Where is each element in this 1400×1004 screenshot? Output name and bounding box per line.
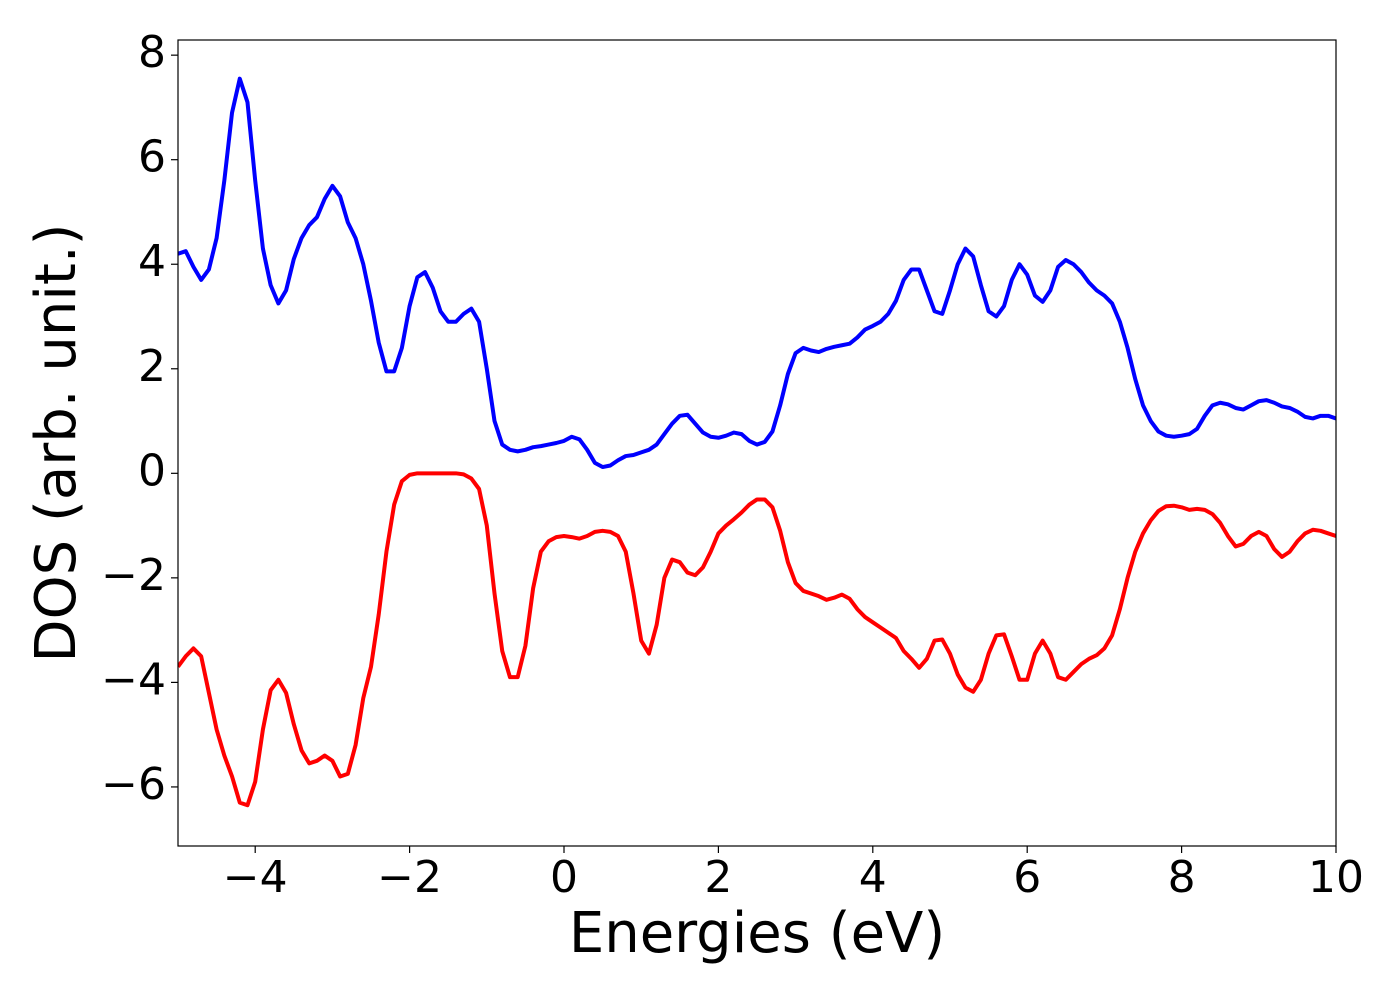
x-tick-label: −2	[377, 852, 442, 903]
dos-line	[178, 76, 1336, 470]
y-tick-label: 4	[138, 236, 166, 287]
x-tick-label: 2	[704, 852, 732, 903]
x-tick-label: 0	[550, 852, 578, 903]
x-tick-label: 8	[1168, 852, 1196, 903]
y-tick-label: 0	[138, 445, 166, 496]
x-tick-label: 4	[859, 852, 887, 903]
x-tick-label: 10	[1308, 852, 1364, 903]
plot-frame	[177, 39, 1337, 847]
y-tick-label: 2	[138, 341, 166, 392]
y-tick-label: 6	[138, 132, 166, 183]
y-tick-label: −6	[101, 759, 166, 810]
x-axis-label: Energies (eV)	[569, 901, 945, 966]
x-tick-label: 6	[1013, 852, 1041, 903]
y-axis-label: DOS (arb. unit.)	[24, 223, 89, 662]
y-tick-label: −4	[101, 654, 166, 705]
y-tick-label: −2	[101, 550, 166, 601]
x-tick-label: −4	[223, 852, 288, 903]
dos-line	[178, 471, 1336, 808]
y-tick-label: 8	[138, 27, 166, 78]
plot-lines	[178, 76, 1336, 808]
